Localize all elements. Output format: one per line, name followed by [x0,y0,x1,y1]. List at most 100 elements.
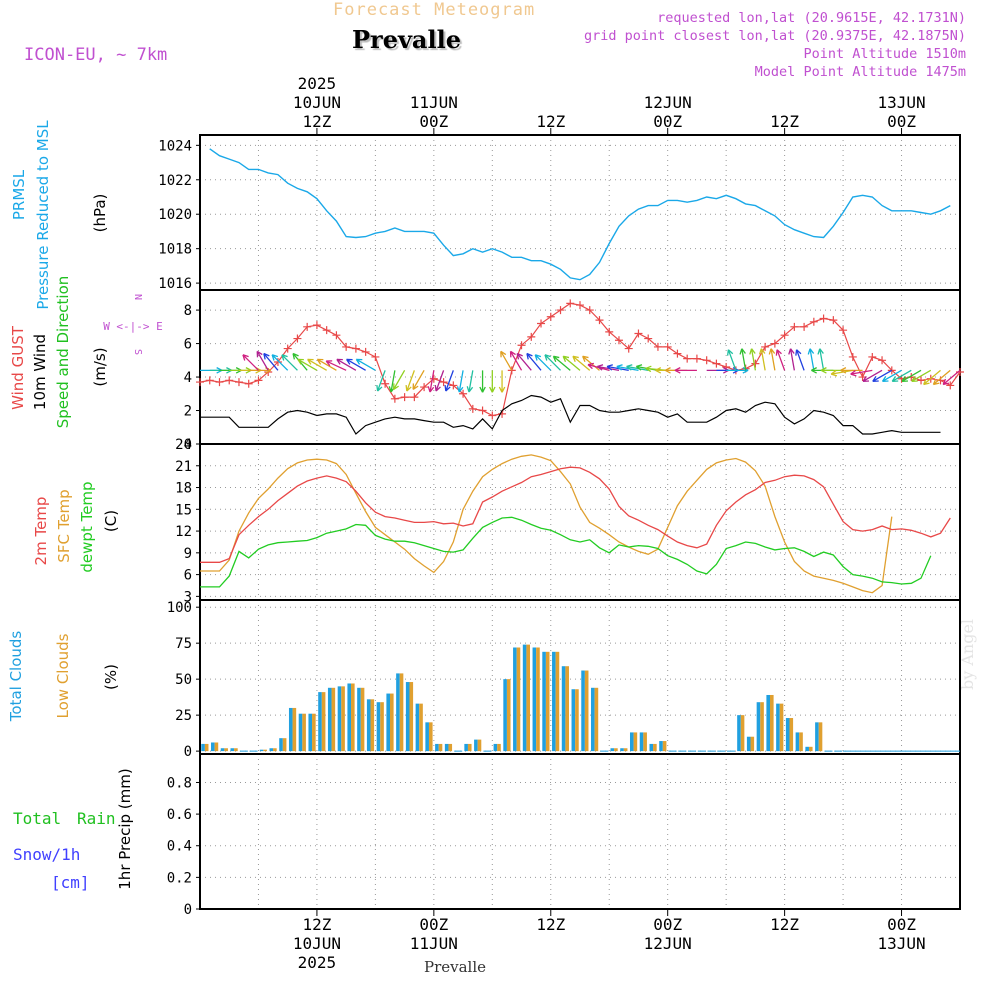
low-cloud-bar [770,694,774,752]
gust-marker [595,316,604,325]
total-cloud-bar [649,743,654,752]
gust-marker [449,381,458,390]
total-cloud-bar [542,651,546,752]
wind-direction-arrow [242,354,259,371]
gust-marker [459,389,468,398]
bottom-time-label: 2025 [298,953,337,972]
total-cloud-bar [620,748,624,752]
wind-speed-line [200,394,941,435]
y-tick-label: 4 [184,370,192,386]
gust-marker [614,336,623,345]
total-cloud-bar [288,707,293,752]
low-cloud-bar [341,686,345,752]
gust-marker [770,339,779,348]
gust-marker [390,394,399,403]
top-time-label: 00Z [887,112,916,131]
low-cloud-bar [224,748,228,752]
total-cloud-bar [269,748,274,752]
low-cloud-bar [292,707,297,752]
total-cloud-bar [211,742,215,752]
total-cloud-bar [532,647,537,752]
wind-direction-arrow [582,355,600,371]
wind-direction-arrow [840,367,863,374]
low-cloud-bar [380,702,384,752]
wind-direction-arrow [768,348,776,371]
y-tick-label: 0.6 [167,807,192,823]
gust-marker [624,344,633,353]
gust-marker [917,376,926,385]
total-cloud-bar [776,703,780,752]
low-clouds-label: Low Clouds [54,633,72,718]
wind-direction-arrow [281,354,298,371]
total-cloud-bar [571,689,576,752]
total-cloud-bar [805,746,809,752]
total-cloud-bar [464,743,468,752]
low-cloud-bar [818,722,823,752]
pressure-long-label: Pressure Reduced to MSL [34,120,52,310]
wind-direction-arrow [901,369,922,382]
low-cloud-bar [750,736,755,752]
low-cloud-bar [263,749,267,752]
low-cloud-bar [351,683,355,752]
gust-marker [244,379,253,388]
y-tick-label: 6 [184,568,192,584]
wind-direction-label: Speed and Direction [54,276,72,429]
total-cloud-bar [347,683,352,752]
top-time-label: 12JUN [644,93,692,112]
panel-frame-pressure [199,134,961,291]
dewpt-line [200,516,932,588]
total-cloud-bar [746,736,751,752]
total-cloud-bar [629,732,634,752]
wind-direction-arrow [297,358,318,371]
low-cloud-bar [516,647,521,752]
low-cloud-bar [653,743,657,752]
y-tick-label: 1024 [158,138,192,154]
wind-direction-arrow [572,355,591,371]
wind-direction-arrow [489,370,496,393]
low-cloud-bar [234,748,238,752]
gust-marker [468,404,477,413]
low-cloud-bar [633,732,638,752]
wind-direction-arrow [739,348,747,371]
gust-marker [663,342,672,351]
wind-direction-arrow [271,354,289,371]
wind-direction-arrow [498,370,506,393]
y-tick-label: 0.2 [167,870,192,886]
gust-marker [800,322,809,331]
gust-marker [381,379,390,388]
gust-marker [439,378,448,387]
top-time-label: 10JUN [293,93,341,112]
wind-direction-arrow [336,358,357,371]
low-cloud-bar [360,687,365,752]
bottom-time-label: 11JUN [410,934,458,953]
wind-direction-arrow [263,352,279,371]
gust-marker [420,383,429,392]
gust-marker [946,381,955,390]
snow-label: Snow/1h [13,845,80,864]
total-cloud-bar [259,749,264,752]
point-altitude: Point Altitude 1510m [803,46,966,62]
low-cloud-bar [438,743,443,752]
wind-direction-arrow [516,352,532,371]
gust-marker [546,312,555,321]
wind-direction-arrow [820,367,844,374]
total-cloud-bar [561,666,566,752]
total-cloud-bar [513,647,517,752]
low-cloud-bar [204,743,209,752]
y-tick-label: 8 [184,303,192,319]
gust-marker [537,319,546,328]
y-tick-label: 2 [184,404,192,420]
y-tick-label: 12 [175,524,192,540]
wind-direction-arrow [726,349,737,371]
top-time-label: 00Z [653,112,682,131]
wind-direction-arrow [434,370,445,392]
gust-marker [653,342,662,351]
gust-marker [819,314,828,323]
gust-marker [517,341,526,350]
total-cloud-bar [201,743,205,752]
pressure-line [209,148,951,281]
gust-marker [351,344,360,353]
total-cloud-bar [435,743,439,752]
y-tick-label: 15 [175,502,192,518]
total-cloud-bar [396,673,400,752]
